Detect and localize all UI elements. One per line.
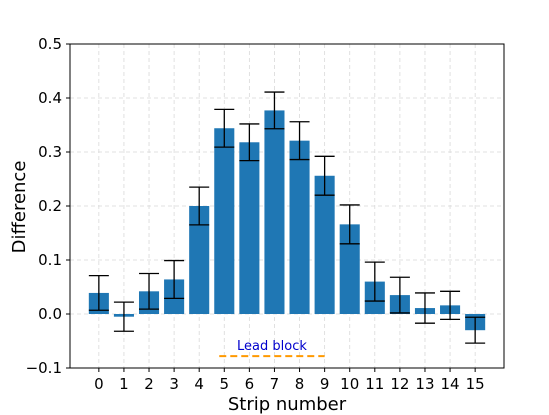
- x-tick-label-0: 0: [94, 375, 104, 393]
- bar-strip-7: [264, 110, 285, 314]
- bar-strip-6: [239, 142, 260, 314]
- x-tick-label-1: 1: [119, 375, 129, 393]
- x-axis-ticks: 0 1 2 3 4 5 6 7 8 9 10 11 12 13 14 15: [94, 368, 485, 393]
- error-bar-strip-5: [214, 108, 235, 148]
- y-tick-label-0: −0.1: [26, 359, 62, 377]
- bar-strip-8: [289, 140, 310, 314]
- x-tick-label-4: 4: [194, 375, 204, 393]
- error-bar-strip-11: [364, 261, 385, 302]
- bars: [88, 110, 486, 331]
- y-tick-label-5: 0.4: [38, 89, 62, 107]
- error-bar-strip-15: [465, 316, 486, 344]
- lead-block-annotation: Lead block: [219, 339, 325, 358]
- bar-strip-9: [314, 175, 335, 314]
- x-axis-label: Strip number: [228, 394, 347, 415]
- y-tick-label-6: 0.5: [38, 35, 62, 53]
- error-bar-strip-13: [414, 292, 435, 324]
- y-axis-ticks: −0.1 0.0 0.1 0.2 0.3 0.4 0.5: [26, 35, 70, 377]
- x-tick-label-10: 10: [340, 375, 359, 393]
- y-axis-label: Difference: [9, 161, 30, 254]
- error-bar-strip-8: [289, 121, 310, 161]
- x-tick-label-11: 11: [365, 375, 384, 393]
- error-bar-strip-3: [164, 259, 185, 299]
- error-bar-strip-14: [440, 290, 461, 321]
- error-bar-strip-1: [113, 301, 134, 332]
- error-bar-strip-4: [189, 186, 210, 226]
- x-tick-label-8: 8: [295, 375, 305, 393]
- error-bar-strip-7: [264, 91, 285, 130]
- error-bars: [88, 91, 486, 344]
- x-tick-label-12: 12: [390, 375, 409, 393]
- grid: [70, 43, 504, 369]
- x-tick-label-15: 15: [466, 375, 485, 393]
- x-tick-label-13: 13: [415, 375, 434, 393]
- x-tick-label-5: 5: [220, 375, 230, 393]
- error-bar-strip-0: [88, 275, 109, 311]
- error-bar-strip-9: [314, 155, 335, 196]
- error-bar-strip-6: [239, 123, 260, 162]
- error-bar-strip-10: [339, 204, 360, 245]
- lead-block-label: Lead block: [237, 339, 307, 354]
- y-tick-label-1: 0.0: [38, 305, 62, 323]
- x-tick-label-14: 14: [441, 375, 460, 393]
- bar-strip-5: [214, 128, 235, 314]
- x-tick-label-7: 7: [270, 375, 280, 393]
- bar-strip-4: [189, 206, 210, 314]
- x-tick-label-9: 9: [320, 375, 330, 393]
- y-tick-label-3: 0.2: [38, 197, 62, 215]
- bar-strip-10: [339, 224, 360, 314]
- error-bar-strip-12: [389, 276, 410, 314]
- x-tick-label-6: 6: [245, 375, 255, 393]
- x-tick-label-2: 2: [144, 375, 154, 393]
- error-bar-strip-2: [139, 272, 160, 310]
- x-tick-label-3: 3: [169, 375, 179, 393]
- y-tick-label-2: 0.1: [38, 251, 62, 269]
- y-tick-label-4: 0.3: [38, 143, 62, 161]
